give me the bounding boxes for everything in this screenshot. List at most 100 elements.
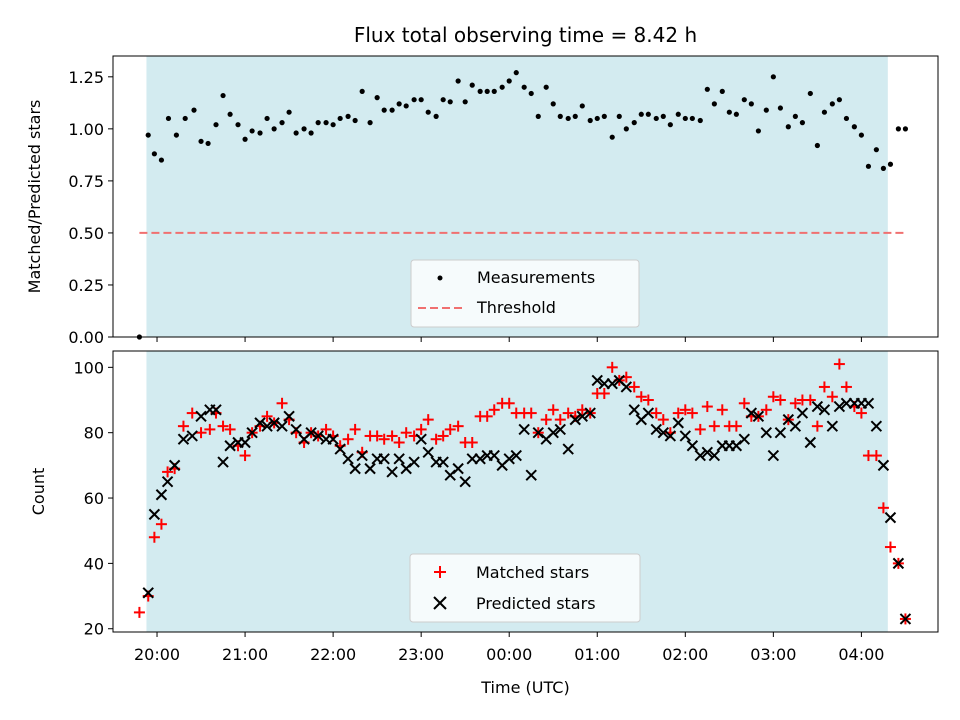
matched-star-point	[840, 381, 852, 393]
predicted-star-point	[168, 459, 181, 472]
measurement-point	[220, 92, 226, 99]
measurement-point	[543, 84, 549, 90]
measurement-point	[616, 113, 622, 119]
predicted-star-point	[877, 459, 890, 472]
measurement-point	[455, 78, 461, 84]
matched-star-point	[466, 436, 478, 448]
predicted-star-point	[826, 420, 839, 432]
measurement-point	[601, 113, 607, 119]
matched-star-point	[481, 410, 493, 422]
matched-star-point	[444, 423, 456, 435]
measurement-point	[352, 117, 358, 124]
measurement-point	[257, 130, 263, 136]
predicted-star-point	[767, 449, 780, 462]
measurement-point	[374, 95, 380, 101]
matched-star-point	[657, 414, 669, 426]
predicted-star-point	[584, 407, 596, 419]
matched-star-point	[540, 414, 552, 426]
predicted-star-point	[892, 557, 905, 570]
matched-star-point	[804, 394, 816, 406]
measurement-point	[697, 117, 703, 124]
matched-star-point	[386, 430, 398, 442]
predicted-star-point	[217, 456, 229, 468]
top-y-axis-label: Matched/Predicted stars	[25, 100, 44, 294]
legend-matched-marker	[434, 566, 446, 578]
measurement-point	[609, 134, 615, 140]
measurement-point	[151, 151, 157, 157]
predicted-star-point	[562, 443, 574, 455]
measurement-point	[506, 78, 512, 84]
predicted-star-point	[356, 449, 368, 462]
top-legend: Measurements Threshold	[410, 259, 640, 328]
x-tick-label-4: 00:00	[486, 645, 532, 664]
matched-star-point	[855, 407, 867, 419]
predicted-star-point	[657, 426, 670, 439]
measurement-point	[191, 107, 197, 113]
measurement-point	[821, 109, 828, 115]
measurement-point	[513, 70, 519, 76]
measurement-point	[807, 90, 813, 97]
predicted-star-point	[246, 426, 258, 439]
measurement-point	[418, 97, 424, 103]
predicted-star-point	[774, 426, 787, 439]
predicted-star-point	[796, 407, 809, 419]
top-axes-frame	[112, 55, 939, 338]
measurement-point	[719, 88, 725, 94]
predicted-star-point	[327, 433, 339, 445]
matched-star-point	[650, 407, 662, 419]
predicted-star-point	[488, 449, 500, 462]
predicted-star-point	[474, 453, 486, 465]
matched-star-point	[554, 414, 566, 426]
predicted-star-point	[804, 436, 817, 449]
matched-star-point	[393, 436, 405, 448]
measurement-point	[308, 130, 314, 136]
predicted-star-point	[862, 397, 875, 409]
measurement-point	[851, 124, 857, 130]
measurement-point	[242, 136, 248, 142]
matched-star-point	[774, 394, 786, 406]
top-y-axis: 0.00 0.25 0.50 0.75 1.00 1.25	[68, 68, 113, 347]
top-y-tick-label-4: 1.00	[68, 120, 104, 139]
predicted-star-point	[261, 420, 273, 432]
predicted-star-point	[870, 420, 883, 432]
bottom-y-tick-label-3: 80	[84, 424, 104, 443]
measurement-point	[469, 82, 475, 88]
predicted-star-point	[811, 400, 824, 413]
predicted-star-point	[452, 462, 464, 475]
x-tick-label-7: 03:00	[750, 645, 796, 664]
predicted-star-point	[186, 430, 198, 442]
predicted-star-point	[899, 613, 912, 625]
matched-star-point	[239, 450, 251, 462]
predicted-star-point	[142, 587, 154, 599]
measurement-point	[271, 126, 277, 132]
predicted-star-point	[701, 446, 714, 458]
bottom-y-tick-label-2: 60	[84, 489, 104, 508]
top-y-tick-label-1: 0.25	[68, 276, 104, 295]
matched-star-point	[635, 391, 647, 403]
measurement-point	[264, 115, 270, 122]
measurement-point	[145, 132, 151, 138]
bottom-axes-frame	[112, 350, 939, 633]
matched-star-point	[195, 427, 207, 439]
predicted-star-point	[224, 440, 236, 452]
measurement-point	[499, 84, 505, 90]
measurement-point	[381, 107, 387, 113]
measurement-point	[887, 161, 894, 167]
predicted-star-point	[620, 381, 633, 393]
measurement-point	[301, 126, 307, 132]
predicted-star-point	[393, 453, 405, 465]
predicted-star-point	[305, 426, 317, 439]
x-tick-label-2: 22:00	[310, 645, 356, 664]
matched-star-point	[789, 397, 801, 409]
measurement-point	[411, 97, 417, 103]
bottom-x-axis: 20:00 21:00 22:00 23:00 00:00 01:00 02:00 03:00…	[134, 632, 884, 664]
legend-matched-label: Matched stars	[476, 563, 589, 582]
matched-star-point	[833, 358, 845, 370]
measurement-point	[770, 74, 776, 80]
bottom-panel: 20 40 60 80 100 20:00 21:00 22:00 23:00 00:00 01:…	[29, 350, 939, 697]
measurement-point	[550, 101, 556, 107]
matched-star-point	[525, 407, 537, 419]
measurement-point	[748, 101, 754, 107]
top-y-tick-label-0: 0.00	[68, 328, 104, 347]
